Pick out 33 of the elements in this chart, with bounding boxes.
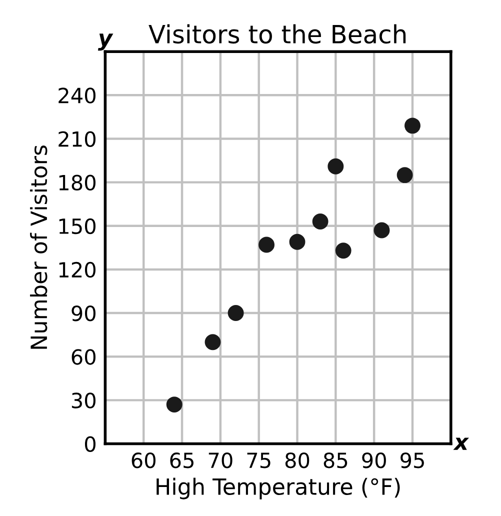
x-axis-title: High Temperature (°F) <box>156 478 400 500</box>
y-tick-label: 90 <box>72 305 96 322</box>
point <box>204 334 221 350</box>
point <box>228 305 244 322</box>
x-tick-label: 60 <box>132 452 156 468</box>
text: x <box>453 438 470 450</box>
y-tick-label: 60 <box>72 349 96 365</box>
point <box>166 396 182 413</box>
point <box>258 236 275 253</box>
point <box>328 158 344 174</box>
y-tick-label: 150 <box>59 218 96 234</box>
y-axis-title: Number of Visitors <box>30 146 48 349</box>
point <box>312 214 328 230</box>
y-tick-label: 240 <box>58 88 96 104</box>
x-tick-label: 90 <box>362 452 386 468</box>
y-tick-label: 0 <box>84 436 96 452</box>
x-tick-label: 75 <box>247 452 270 468</box>
point <box>404 118 420 134</box>
x-tick-label: 95 <box>400 452 424 468</box>
chart-title: Visitors to the Beach <box>148 24 406 44</box>
y-tick-label: 30 <box>72 392 96 408</box>
y-tick-label: 210 <box>58 131 96 147</box>
x-tick-label: 70 <box>208 452 232 468</box>
point <box>374 222 390 238</box>
x-tick-label: 65 <box>170 452 194 468</box>
y-tick-label: 180 <box>59 174 96 191</box>
x-tick-label: 85 <box>324 452 348 468</box>
text: y <box>98 34 114 51</box>
point <box>335 242 352 259</box>
point <box>289 234 306 250</box>
point <box>396 167 413 184</box>
y-tick-label: 120 <box>59 262 96 278</box>
x-tick-label: 80 <box>285 452 310 468</box>
